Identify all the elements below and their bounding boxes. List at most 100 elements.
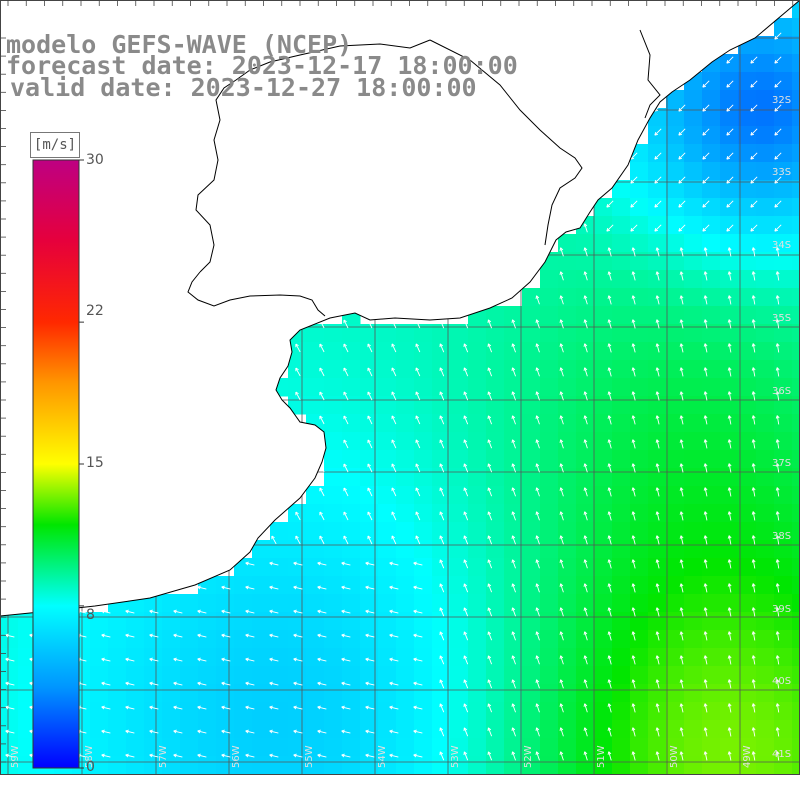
wind-arrow <box>655 415 660 425</box>
wind-arrow <box>583 271 588 281</box>
wind-arrow <box>775 751 780 761</box>
wind-arrow <box>319 487 325 497</box>
wind-arrow <box>487 751 493 761</box>
wind-arrow <box>535 727 540 737</box>
wind-arrow <box>295 391 301 401</box>
wind-arrow <box>775 391 780 401</box>
wind-arrow <box>341 633 351 638</box>
wind-arrow <box>655 295 660 305</box>
wind-arrow <box>559 607 564 617</box>
wind-arrow <box>679 391 684 401</box>
wind-arrow <box>125 681 135 686</box>
wind-arrow <box>607 271 612 281</box>
wind-arrow <box>221 633 231 638</box>
wind-arrow <box>703 247 708 257</box>
wind-arrow <box>655 247 660 257</box>
wind-arrow <box>750 56 758 64</box>
wind-arrow <box>293 561 303 566</box>
lon-label: 56W <box>231 745 242 768</box>
wind-arrow <box>269 657 279 662</box>
wind-arrow <box>655 607 660 617</box>
wind-arrow <box>559 439 564 449</box>
colorbar-gradient <box>32 159 80 769</box>
wind-arrow <box>487 631 493 641</box>
wind-arrow <box>535 679 540 689</box>
wind-arrow <box>703 751 708 761</box>
wind-arrow <box>727 415 732 425</box>
wind-arrow <box>703 679 708 689</box>
wind-arrow <box>607 487 612 497</box>
wind-arrow <box>173 609 183 614</box>
wind-arrow <box>607 559 612 569</box>
wind-arrow <box>463 751 469 761</box>
wind-arrow <box>341 753 351 758</box>
border-line <box>195 69 251 273</box>
wind-arrow <box>415 487 421 497</box>
wind-arrow <box>245 705 255 710</box>
wind-arrow <box>631 607 636 617</box>
wind-arrow <box>703 535 708 545</box>
wind-arrow <box>463 727 469 737</box>
wind-arrow <box>511 679 516 689</box>
wind-arrow <box>607 463 612 473</box>
wind-arrow <box>775 535 780 545</box>
wind-arrow <box>727 631 732 641</box>
wind-arrow <box>535 319 540 329</box>
wind-arrow <box>365 633 375 638</box>
wind-arrow <box>439 679 445 689</box>
wind-arrow <box>583 559 588 569</box>
wind-arrow <box>413 585 423 590</box>
wind-arrow <box>439 319 445 329</box>
wind-arrow <box>703 583 708 593</box>
wind-arrow <box>679 631 684 641</box>
wind-arrow <box>751 631 756 641</box>
wind-arrow <box>439 559 445 569</box>
wind-arrow <box>343 391 349 401</box>
wind-arrow <box>654 128 662 136</box>
wind-arrow <box>703 295 708 305</box>
wind-arrow <box>439 751 445 761</box>
wind-arrow <box>679 415 684 425</box>
wind-arrow <box>511 631 516 641</box>
wind-arrow <box>511 511 516 521</box>
wind-arrow <box>415 415 421 425</box>
wind-arrow <box>607 439 612 449</box>
wind-arrow <box>702 200 710 208</box>
wind-arrow <box>269 585 279 590</box>
wind-arrow <box>535 463 540 473</box>
wind-arrow <box>726 56 734 64</box>
wind-arrow <box>631 751 636 761</box>
wind-arrow <box>702 224 710 232</box>
wind-arrow <box>487 703 493 713</box>
wind-arrow <box>535 583 540 593</box>
wind-arrow <box>559 727 564 737</box>
wind-arrow <box>269 609 279 614</box>
wind-arrow <box>413 633 423 638</box>
wind-arrow <box>583 415 588 425</box>
wind-arrow <box>775 295 780 305</box>
wind-arrow <box>487 367 493 377</box>
wind-arrow <box>173 633 183 638</box>
wind-arrow <box>702 152 710 160</box>
wind-arrow <box>101 657 111 662</box>
wind-arrow <box>703 319 708 329</box>
wind-arrow <box>317 753 327 758</box>
wind-arrow <box>631 463 636 473</box>
wind-arrow <box>583 631 588 641</box>
wind-arrow <box>727 343 732 353</box>
wind-arrow <box>197 729 207 734</box>
wind-arrow <box>679 703 684 713</box>
wind-arrow <box>559 415 564 425</box>
wind-arrow <box>487 319 493 329</box>
wind-arrow <box>583 607 588 617</box>
wind-arrow <box>487 391 493 401</box>
wind-arrow <box>631 439 636 449</box>
wind-arrow <box>775 559 780 569</box>
wind-arrow <box>463 535 469 545</box>
wind-arrow <box>726 80 734 88</box>
wind-arrow <box>535 559 540 569</box>
lon-label: 55W <box>304 745 315 768</box>
lon-label: 52W <box>523 745 534 768</box>
wind-arrow <box>703 487 708 497</box>
wind-arrow <box>511 487 516 497</box>
